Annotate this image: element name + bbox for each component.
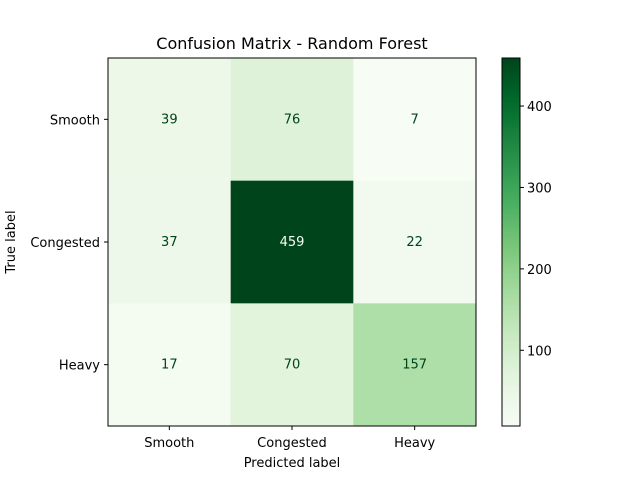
cell-value-label: 17 bbox=[161, 358, 178, 373]
cell-value-label: 7 bbox=[411, 112, 419, 127]
colorbar-tick-label: 400 bbox=[527, 100, 552, 115]
matrix-cell bbox=[353, 303, 477, 427]
matrix-cell bbox=[353, 58, 477, 182]
matrix-cell bbox=[108, 303, 232, 427]
cell-value-label: 157 bbox=[402, 358, 427, 373]
matrix-cells: 39 76 7 37 459 22 17 70 157 bbox=[108, 58, 477, 427]
matrix-cell bbox=[108, 180, 232, 304]
y-tick-label: Smooth bbox=[50, 113, 100, 128]
matrix-cell bbox=[230, 58, 354, 182]
matrix-cell bbox=[230, 303, 354, 427]
y-tick-label: Heavy bbox=[59, 359, 100, 374]
cell-value-label: 22 bbox=[406, 235, 423, 250]
x-tick-label: Congested bbox=[257, 436, 327, 451]
colorbar-tick-label: 100 bbox=[527, 344, 552, 359]
cell-value-label: 70 bbox=[284, 358, 301, 373]
colorbar-tick-label: 300 bbox=[527, 181, 552, 196]
colorbar-tick-label: 200 bbox=[527, 263, 552, 278]
cell-value-label: 37 bbox=[161, 235, 178, 250]
colorbar: 100 200 300 400 bbox=[501, 57, 552, 427]
cell-value-label: 76 bbox=[284, 112, 301, 127]
x-tick-label: Smooth bbox=[144, 436, 194, 451]
colorbar-gradient bbox=[502, 58, 520, 426]
chart-title: Confusion Matrix - Random Forest bbox=[156, 34, 427, 53]
cell-value-label: 39 bbox=[161, 112, 178, 127]
y-axis-label: True label bbox=[4, 210, 19, 274]
cell-value-label: 459 bbox=[280, 235, 305, 250]
y-axis: Smooth Congested Heavy bbox=[30, 113, 108, 374]
matrix-cell bbox=[108, 58, 232, 182]
x-tick-label: Heavy bbox=[394, 436, 435, 451]
colorbar-frame bbox=[501, 57, 521, 427]
x-axis: Smooth Congested Heavy bbox=[144, 426, 436, 451]
x-axis-label: Predicted label bbox=[244, 456, 341, 471]
matrix-cell bbox=[230, 180, 354, 304]
matrix-cell bbox=[353, 180, 477, 304]
y-tick-label: Congested bbox=[30, 236, 100, 251]
